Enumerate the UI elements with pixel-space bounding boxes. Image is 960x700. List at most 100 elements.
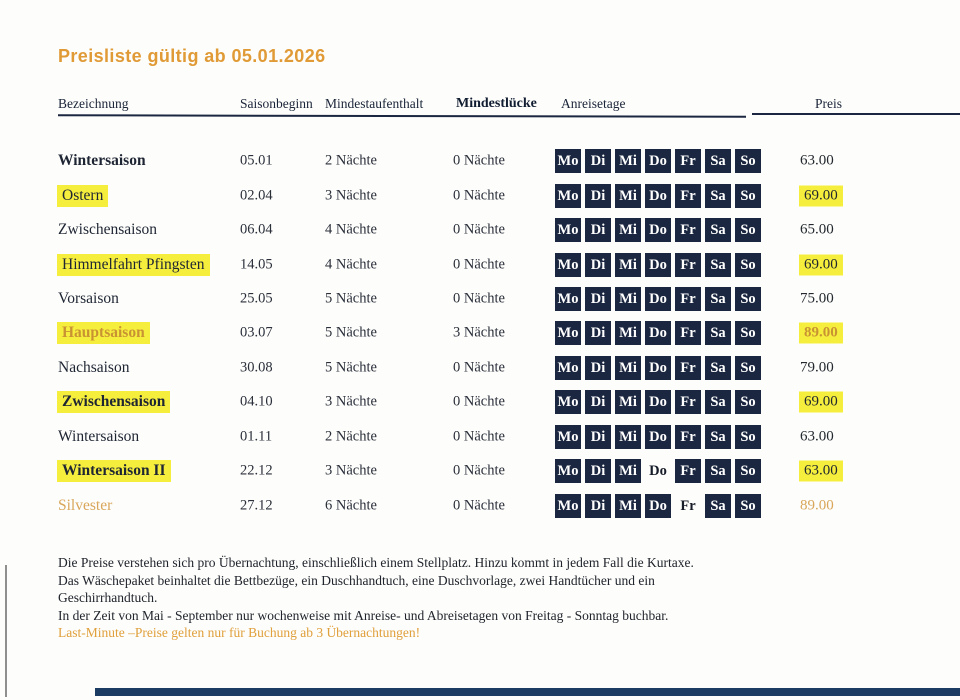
table-row: Hauptsaison 03.07 5 Nächte 3 Nächte Mo Di Mi Do… bbox=[0, 316, 960, 350]
min-stay-value: 2 Nächte bbox=[325, 152, 377, 169]
day-mi-box: Mi bbox=[615, 459, 641, 484]
price-value: 69.00 bbox=[800, 186, 842, 206]
note-line: Das Wäschepaket beinhaltet die Bettbezüg… bbox=[58, 572, 655, 588]
day-mi-box: Mi bbox=[615, 252, 641, 277]
day-di-box: Di bbox=[585, 355, 611, 380]
season-start-date: 30.08 bbox=[240, 359, 273, 376]
min-stay-value: 5 Nächte bbox=[325, 359, 377, 376]
day-mo-box: Mo bbox=[555, 252, 581, 277]
day-sa-box: Sa bbox=[705, 424, 731, 449]
min-gap-value: 0 Nächte bbox=[453, 462, 505, 479]
day-do-box: Do bbox=[645, 286, 671, 311]
arrival-days: Mo Di Mi Do Fr Sa So bbox=[555, 424, 765, 449]
price-value: 69.00 bbox=[800, 255, 842, 275]
day-so-box: So bbox=[735, 355, 761, 380]
day-do-box: Do bbox=[645, 218, 671, 243]
note-line: Geschirrhandtuch. bbox=[58, 590, 158, 606]
season-name: Himmelfahrt Pfingsten bbox=[58, 254, 209, 275]
min-gap-value: 0 Nächte bbox=[453, 497, 505, 514]
day-so-box: So bbox=[735, 149, 761, 174]
season-name: Ostern bbox=[58, 185, 108, 206]
min-stay-value: 4 Nächte bbox=[325, 221, 377, 238]
day-mi-box: Mi bbox=[615, 424, 641, 449]
note-line: In der Zeit von Mai - September nur woch… bbox=[58, 607, 669, 623]
day-fr-plain: Fr bbox=[680, 497, 696, 514]
arrival-days: Mo Di Mi Do Fr Sa So bbox=[555, 252, 765, 277]
season-name: Silvester bbox=[58, 496, 113, 514]
min-gap-value: 0 Nächte bbox=[453, 393, 505, 410]
day-so-box: So bbox=[735, 390, 761, 415]
day-mi-box: Mi bbox=[615, 321, 641, 346]
day-fr-box: Fr bbox=[675, 321, 701, 346]
day-di-box: Di bbox=[585, 424, 611, 449]
day-mo-box: Mo bbox=[555, 459, 581, 484]
column-header-preis: Preis bbox=[815, 96, 842, 111]
table-row: Zwischensaison 06.04 4 Nächte 0 Nächte Mo Di M… bbox=[0, 213, 960, 247]
table-row: Wintersaison II 22.12 3 Nächte 0 Nächte Mo Di… bbox=[0, 454, 960, 488]
price-value: 89.00 bbox=[800, 323, 842, 343]
day-do-box: Do bbox=[645, 321, 671, 346]
day-do-box: Do bbox=[645, 424, 671, 449]
min-stay-value: 3 Nächte bbox=[325, 393, 377, 410]
day-mi-box: Mi bbox=[615, 286, 641, 311]
arrival-days: Mo Di Mi Do Fr Sa So bbox=[555, 390, 765, 415]
table-row: Silvester 27.12 6 Nächte 0 Nächte Mo Di Mi Do Fr… bbox=[0, 488, 960, 522]
season-name: Wintersaison bbox=[58, 427, 140, 445]
day-do-box: Do bbox=[645, 390, 671, 415]
table-row: Wintersaison 05.01 2 Nächte 0 Nächte Mo Di Mi D… bbox=[0, 144, 960, 178]
day-sa-box: Sa bbox=[705, 149, 731, 174]
season-name: Hauptsaison bbox=[58, 323, 149, 344]
day-fr-box: Fr bbox=[675, 218, 701, 243]
arrival-days: Mo Di Mi Do Fr Sa So bbox=[555, 149, 765, 174]
note-line: Die Preise verstehen sich pro Übernachtu… bbox=[58, 555, 694, 570]
scan-edge-line bbox=[5, 565, 7, 697]
day-do-box: Do bbox=[645, 493, 671, 518]
column-header-mindestluecke: Mindestlücke bbox=[456, 96, 537, 111]
arrival-days: Mo Di Mi Do Fr Sa So bbox=[555, 183, 765, 208]
day-mi-box: Mi bbox=[615, 493, 641, 518]
day-so-box: So bbox=[735, 459, 761, 484]
day-fr-box: Fr bbox=[675, 355, 701, 380]
price-value: 69.00 bbox=[800, 392, 842, 412]
day-fr-box: Fr bbox=[675, 149, 701, 174]
season-start-date: 01.11 bbox=[240, 428, 273, 445]
day-mo-box: Mo bbox=[555, 390, 581, 415]
table-row: Wintersaison 01.11 2 Nächte 0 Nächte Mo Di Mi D… bbox=[0, 420, 960, 454]
season-start-date: 25.05 bbox=[240, 290, 273, 307]
season-start-date: 14.05 bbox=[240, 256, 273, 273]
day-di-box: Di bbox=[585, 286, 611, 311]
day-do-box: Do bbox=[645, 149, 671, 174]
day-di-box: Di bbox=[585, 459, 611, 484]
season-name: Wintersaison II bbox=[58, 461, 170, 482]
day-di-box: Di bbox=[585, 321, 611, 346]
day-fr-box: Fr bbox=[675, 390, 701, 415]
table-row: Vorsaison 25.05 5 Nächte 0 Nächte Mo Di Mi Do Fr… bbox=[0, 282, 960, 316]
table-row: Zwischensaison 04.10 3 Nächte 0 Nächte Mo Di M… bbox=[0, 385, 960, 419]
column-header-mindestaufenthalt: Mindestaufenthalt bbox=[325, 96, 424, 111]
min-stay-value: 6 Nächte bbox=[325, 497, 377, 514]
bottom-navy-bar bbox=[95, 688, 960, 696]
season-start-date: 03.07 bbox=[240, 324, 273, 341]
day-di-box: Di bbox=[585, 149, 611, 174]
min-stay-value: 2 Nächte bbox=[325, 428, 377, 445]
price-value: 89.00 bbox=[800, 497, 834, 514]
season-name: Nachsaison bbox=[58, 358, 130, 376]
day-mi-box: Mi bbox=[615, 355, 641, 380]
min-stay-value: 5 Nächte bbox=[325, 324, 377, 341]
price-value: 63.00 bbox=[800, 428, 834, 445]
arrival-days: Mo Di Mi Do Fr Sa So bbox=[555, 218, 765, 243]
min-stay-value: 5 Nächte bbox=[325, 290, 377, 307]
table-row: Nachsaison 30.08 5 Nächte 0 Nächte Mo Di Mi Do F… bbox=[0, 351, 960, 385]
day-mo-box: Mo bbox=[555, 286, 581, 311]
note-line-last-minute: Last-Minute –Preise gelten nur für Buchu… bbox=[58, 625, 421, 641]
price-value: 75.00 bbox=[800, 290, 834, 307]
day-di-box: Di bbox=[585, 390, 611, 415]
day-fr-box: Fr bbox=[675, 286, 701, 311]
min-gap-value: 0 Nächte bbox=[453, 256, 505, 273]
column-header-anreisetage: Anreisetage bbox=[561, 96, 626, 111]
footnotes: Die Preise verstehen sich pro Übernachtu… bbox=[58, 554, 918, 642]
season-start-date: 22.12 bbox=[240, 462, 273, 479]
day-mi-box: Mi bbox=[615, 218, 641, 243]
arrival-days: Mo Di Mi Do Fr Sa So bbox=[555, 459, 765, 484]
day-sa-box: Sa bbox=[705, 252, 731, 277]
